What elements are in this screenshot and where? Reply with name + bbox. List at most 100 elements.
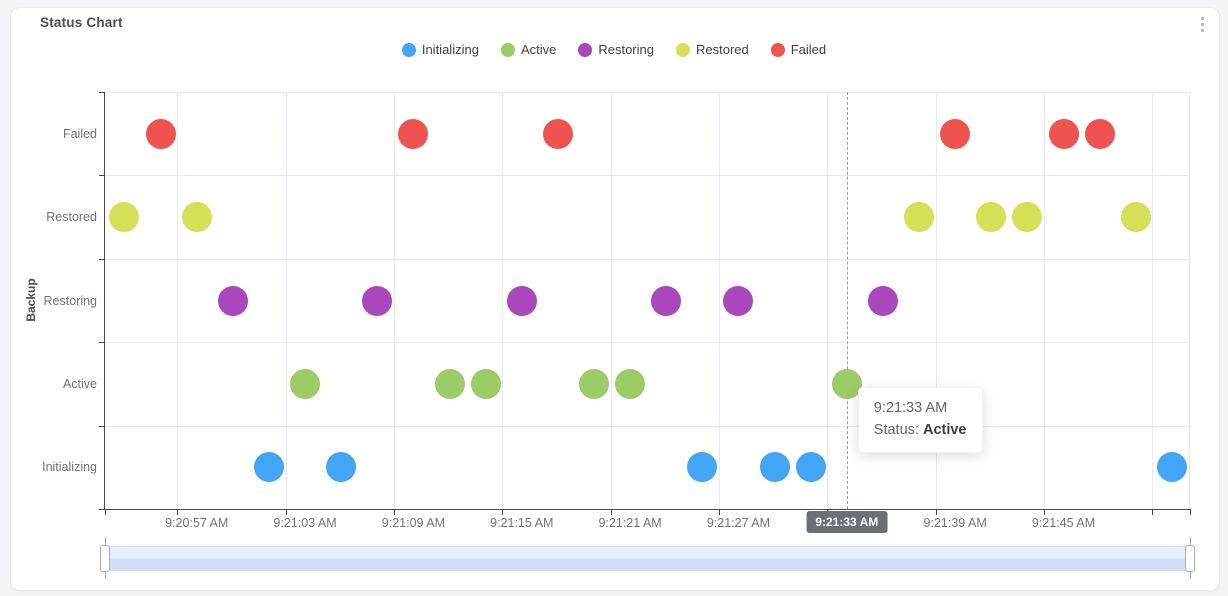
data-point-restored[interactable]	[976, 202, 1007, 233]
gridline-vertical	[177, 92, 179, 509]
legend-item-restored[interactable]: Restored	[675, 42, 749, 57]
x-axis-tick	[610, 510, 612, 515]
gridline-horizontal	[105, 175, 1190, 177]
plot-right-border	[1189, 92, 1190, 509]
data-point-active[interactable]	[578, 368, 609, 399]
legend-swatch-icon	[770, 42, 785, 57]
data-point-initializing[interactable]	[687, 452, 718, 483]
legend-item-failed[interactable]: Failed	[770, 42, 827, 57]
card-title: Status Chart	[40, 15, 123, 30]
legend-label: Initializing	[421, 42, 479, 57]
data-point-failed[interactable]	[1084, 118, 1115, 149]
gridline-vertical	[394, 92, 395, 509]
x-axis-tick	[935, 510, 937, 515]
gridline-horizontal	[105, 258, 1190, 260]
x-axis-tick	[502, 510, 504, 515]
data-point-restored[interactable]	[1012, 202, 1043, 233]
gridline-vertical	[719, 92, 721, 509]
y-axis-label: Restored	[46, 210, 97, 225]
y-axis-title: Backup	[24, 278, 38, 322]
data-point-restoring[interactable]	[867, 285, 898, 316]
legend-swatch-icon	[401, 42, 416, 57]
x-axis-tick	[1044, 510, 1046, 515]
y-axis-label: Failed	[62, 126, 97, 141]
gridline-vertical	[1044, 92, 1046, 509]
data-point-active[interactable]	[615, 368, 646, 399]
data-point-initializing[interactable]	[326, 452, 357, 483]
data-point-failed[interactable]	[940, 118, 971, 149]
data-point-initializing[interactable]	[759, 452, 790, 483]
x-axis-tick	[177, 510, 179, 515]
x-axis-label: 9:21:21 AM	[598, 516, 662, 530]
y-axis-label: Active	[62, 376, 97, 391]
data-point-failed[interactable]	[145, 118, 176, 149]
data-point-restoring[interactable]	[217, 285, 248, 316]
legend-swatch-icon	[500, 42, 515, 57]
y-axis-tick	[99, 92, 104, 93]
data-point-initializing[interactable]	[1156, 452, 1187, 483]
data-point-initializing[interactable]	[253, 452, 284, 483]
x-axis-label: 9:21:15 AM	[490, 516, 554, 530]
x-axis-label: 9:20:57 AM	[165, 516, 229, 530]
data-point-restoring[interactable]	[506, 285, 537, 316]
data-point-restored[interactable]	[109, 202, 140, 233]
legend-item-restoring[interactable]: Restoring	[578, 42, 654, 57]
datazoom-track[interactable]	[105, 546, 1190, 571]
legend-swatch-icon	[578, 42, 593, 57]
data-point-failed[interactable]	[398, 118, 429, 149]
y-axis-tick	[99, 258, 104, 260]
data-point-failed[interactable]	[1048, 118, 1079, 149]
chart-legend: Initializing Active Restoring Restored Faile…	[0, 42, 1228, 57]
datazoom-handle-left[interactable]	[100, 545, 110, 572]
gridline-vertical	[610, 92, 612, 509]
x-axis-label: 9:21:27 AM	[706, 516, 771, 530]
y-axis-label: Initializing	[42, 460, 97, 475]
data-point-restored[interactable]	[904, 202, 935, 233]
x-axis-label: 9:21:09 AM	[381, 516, 446, 530]
legend-label: Restored	[695, 42, 749, 57]
data-point-restored[interactable]	[181, 202, 212, 233]
x-axis-tick	[105, 510, 106, 515]
y-axis-tick	[99, 175, 104, 177]
y-axis-label: Restoring	[43, 293, 98, 308]
x-axis-label: 9:21:03 AM	[273, 516, 337, 530]
x-axis-label: 9:21:39 AM	[923, 516, 987, 530]
legend-swatch-icon	[675, 42, 690, 57]
gridline-horizontal	[105, 425, 1190, 427]
data-point-restoring[interactable]	[362, 285, 393, 316]
gridline-vertical	[827, 92, 829, 509]
y-axis-tick	[99, 509, 104, 510]
legend-item-initializing[interactable]: Initializing	[401, 42, 479, 57]
y-axis-tick	[99, 425, 104, 427]
data-point-active[interactable]	[290, 368, 321, 399]
datazoom-handle-right[interactable]	[1185, 545, 1195, 572]
x-axis-tick	[1152, 510, 1154, 515]
axis-pointer-line	[846, 92, 848, 509]
x-axis-line	[104, 509, 1191, 510]
data-point-restoring[interactable]	[651, 285, 682, 316]
data-point-initializing[interactable]	[795, 452, 826, 483]
gridline-horizontal	[105, 342, 1190, 344]
y-axis-tick	[99, 342, 104, 344]
tooltip: 9:21:33 AM Status: Active	[857, 387, 983, 453]
status-chart-card	[10, 7, 1220, 591]
plot-top-border	[105, 92, 1190, 93]
gridline-vertical	[935, 92, 937, 509]
legend-label: Restoring	[598, 42, 654, 57]
data-point-restoring[interactable]	[723, 285, 754, 316]
legend-item-active[interactable]: Active	[500, 42, 557, 57]
kebab-menu-icon[interactable]	[1196, 14, 1208, 34]
data-point-restored[interactable]	[1120, 202, 1151, 233]
data-point-active[interactable]	[434, 368, 465, 399]
x-axis-tick	[394, 510, 395, 515]
gridline-vertical	[1152, 92, 1154, 509]
legend-label: Active	[520, 42, 557, 57]
x-axis-tick	[1190, 510, 1191, 515]
x-axis-tick	[719, 510, 721, 515]
x-axis-label: 9:21:45 AM	[1031, 516, 1096, 530]
data-point-failed[interactable]	[542, 118, 573, 149]
data-point-active[interactable]	[831, 368, 862, 399]
legend-label: Failed	[790, 42, 827, 57]
data-point-active[interactable]	[470, 368, 501, 399]
